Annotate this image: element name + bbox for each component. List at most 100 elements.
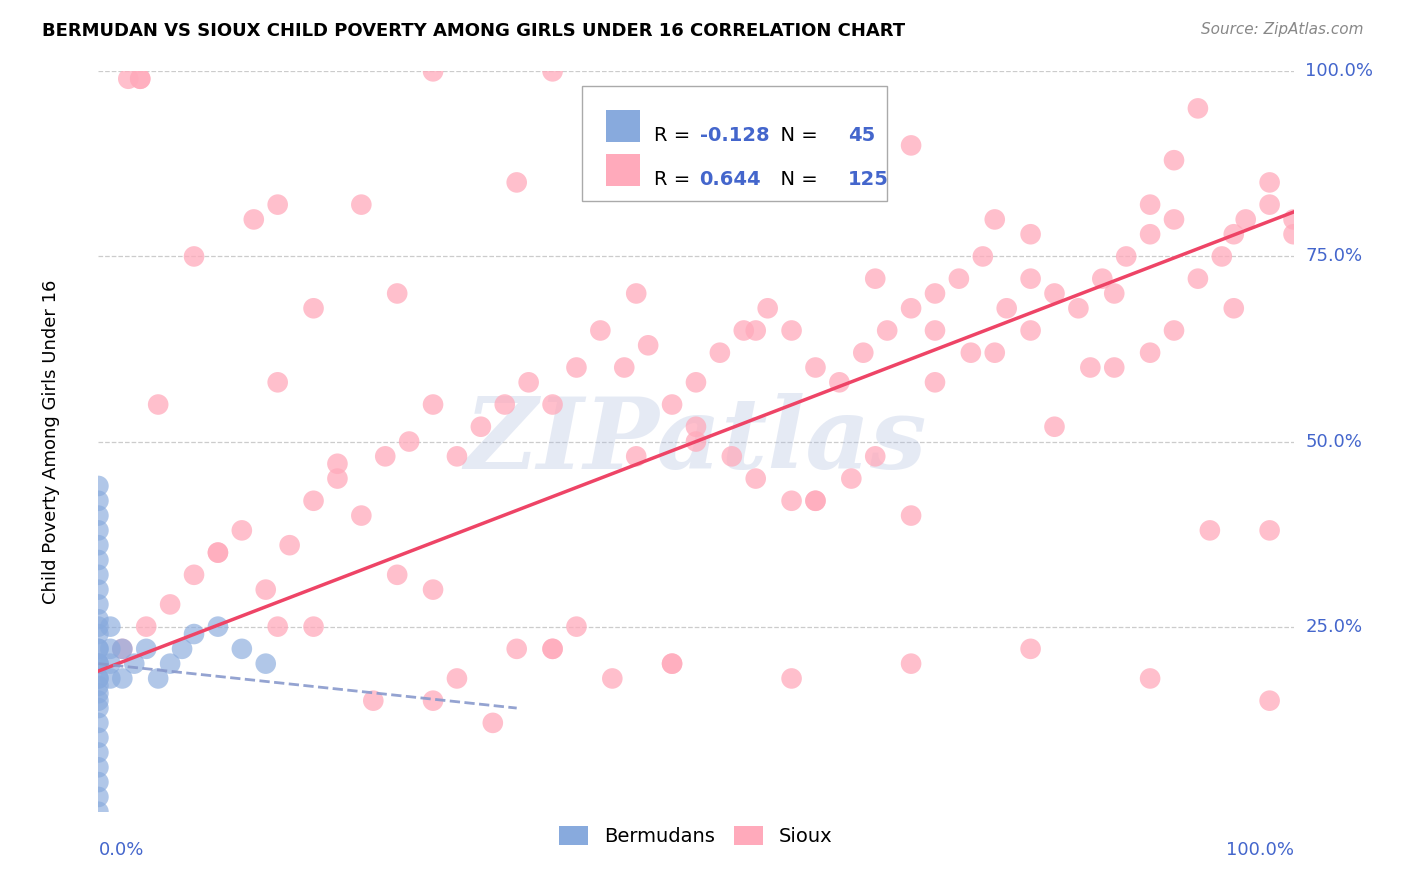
Text: 45: 45 xyxy=(848,126,875,145)
Text: -0.128: -0.128 xyxy=(700,126,769,145)
Text: R =: R = xyxy=(654,170,696,189)
Point xyxy=(98,672,122,686)
Point xyxy=(1043,419,1066,434)
Point xyxy=(900,508,922,523)
Text: ZIPatlas: ZIPatlas xyxy=(465,393,927,490)
Point xyxy=(231,524,253,538)
Point xyxy=(267,619,290,633)
Point xyxy=(756,301,779,316)
Point xyxy=(159,598,181,612)
FancyBboxPatch shape xyxy=(582,87,887,201)
Point xyxy=(254,657,277,671)
Point xyxy=(183,567,205,582)
Point xyxy=(1223,227,1246,242)
Point xyxy=(302,619,325,633)
Point xyxy=(541,641,564,656)
Text: 75.0%: 75.0% xyxy=(1306,247,1362,266)
Point xyxy=(278,538,301,552)
Point xyxy=(87,686,110,700)
Point xyxy=(745,471,768,485)
Point xyxy=(924,324,946,338)
Point xyxy=(87,598,110,612)
Point xyxy=(350,197,373,211)
Point xyxy=(661,657,683,671)
Point xyxy=(841,471,863,485)
Point xyxy=(1187,102,1209,116)
Point xyxy=(1234,212,1257,227)
Point xyxy=(87,657,110,671)
Point xyxy=(1282,227,1305,242)
Point xyxy=(1163,153,1185,168)
Point xyxy=(1211,250,1233,264)
Legend: Bermudans, Sioux: Bermudans, Sioux xyxy=(551,818,841,854)
Point xyxy=(995,301,1018,316)
Text: 125: 125 xyxy=(848,170,889,189)
Point xyxy=(87,694,110,708)
Text: 100.0%: 100.0% xyxy=(1306,62,1374,80)
Text: 100.0%: 100.0% xyxy=(1226,841,1294,859)
Point xyxy=(494,398,516,412)
Text: N =: N = xyxy=(768,126,824,145)
Point xyxy=(87,805,110,819)
Point xyxy=(374,450,396,464)
Point xyxy=(780,324,803,338)
Point xyxy=(350,508,373,523)
Point xyxy=(87,479,110,493)
Point xyxy=(780,175,803,190)
Point xyxy=(422,694,444,708)
Point xyxy=(87,672,110,686)
Point xyxy=(1223,301,1246,316)
Point xyxy=(565,619,588,633)
Point xyxy=(87,538,110,552)
Point xyxy=(172,641,194,656)
Point xyxy=(972,250,994,264)
Point xyxy=(804,493,827,508)
Point xyxy=(470,419,492,434)
Point xyxy=(87,701,110,715)
Point xyxy=(111,672,134,686)
Point xyxy=(398,434,420,449)
Point xyxy=(87,789,110,804)
Point xyxy=(422,398,444,412)
Point xyxy=(626,286,648,301)
Point xyxy=(87,760,110,774)
Text: 25.0%: 25.0% xyxy=(1306,617,1362,636)
Point xyxy=(1139,227,1161,242)
FancyBboxPatch shape xyxy=(606,111,640,142)
Point xyxy=(207,546,229,560)
Point xyxy=(129,71,152,86)
Point xyxy=(1019,227,1042,242)
Point xyxy=(1043,286,1066,301)
Point xyxy=(960,345,983,359)
Point xyxy=(243,212,266,227)
Point xyxy=(541,64,564,78)
Point xyxy=(1187,271,1209,285)
Point xyxy=(87,746,110,760)
Point xyxy=(637,338,659,352)
Point xyxy=(1019,641,1042,656)
Point xyxy=(541,398,564,412)
Point xyxy=(1067,301,1090,316)
Point xyxy=(900,657,922,671)
Text: Child Poverty Among Girls Under 16: Child Poverty Among Girls Under 16 xyxy=(42,279,59,604)
Point xyxy=(721,450,744,464)
Point xyxy=(446,672,468,686)
Point xyxy=(302,301,325,316)
Point xyxy=(1104,286,1126,301)
Point xyxy=(98,641,122,656)
Point xyxy=(87,627,110,641)
Point xyxy=(385,567,409,582)
Point xyxy=(685,376,707,390)
Point xyxy=(117,71,139,86)
Point xyxy=(87,672,110,686)
Point xyxy=(865,450,887,464)
Point xyxy=(87,679,110,693)
Point xyxy=(506,641,529,656)
Point xyxy=(326,457,349,471)
Point xyxy=(1139,672,1161,686)
Point xyxy=(780,493,803,508)
Point xyxy=(1258,524,1281,538)
Point xyxy=(267,376,290,390)
Point xyxy=(1080,360,1102,375)
Point xyxy=(1163,212,1185,227)
